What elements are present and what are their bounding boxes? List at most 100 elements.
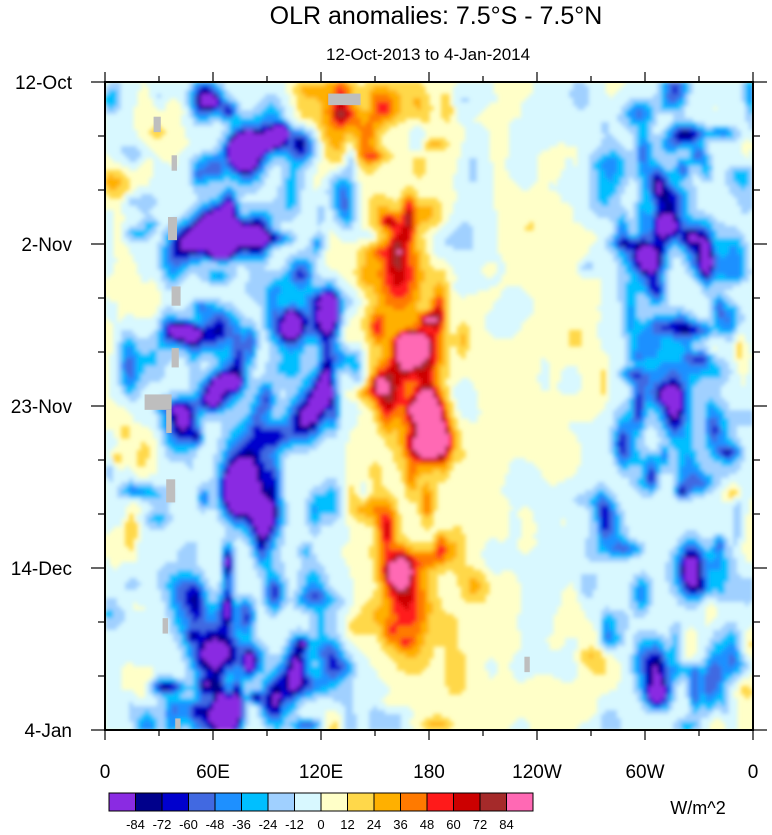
field-cell <box>485 222 490 227</box>
field-cell <box>357 218 362 223</box>
field-cell <box>653 90 658 95</box>
field-cell <box>369 98 374 103</box>
field-cell <box>149 86 154 91</box>
field-cell <box>145 154 150 159</box>
field-cell <box>377 162 382 167</box>
field-cell <box>305 190 310 195</box>
field-cell <box>665 162 670 167</box>
field-cell <box>749 126 753 131</box>
field-cell <box>393 218 398 223</box>
field-cell <box>181 158 186 163</box>
field-cell <box>681 102 686 107</box>
field-cell <box>409 142 414 147</box>
field-cell <box>333 206 338 211</box>
field-cell <box>285 218 290 223</box>
field-cell <box>309 98 314 103</box>
field-cell <box>721 82 726 87</box>
field-cell <box>185 226 190 231</box>
field-cell <box>329 170 334 175</box>
field-cell <box>329 146 334 151</box>
field-cell <box>729 206 734 211</box>
field-cell <box>601 126 606 131</box>
field-cell <box>269 114 274 119</box>
field-cell <box>293 122 298 127</box>
field-cell <box>129 114 134 119</box>
field-cell <box>673 150 678 155</box>
field-cell <box>741 222 746 227</box>
field-cell <box>665 158 670 163</box>
field-cell <box>205 130 210 135</box>
field-cell <box>397 210 402 215</box>
field-cell <box>477 130 482 135</box>
field-cell <box>217 150 222 155</box>
field-cell <box>185 194 190 199</box>
field-cell <box>261 106 266 111</box>
field-cell <box>273 110 278 115</box>
field-cell <box>613 94 618 99</box>
field-cell <box>681 138 686 143</box>
field-cell <box>177 186 182 191</box>
field-cell <box>333 174 338 179</box>
field-cell <box>717 202 722 207</box>
field-cell <box>373 114 378 119</box>
field-cell <box>297 142 302 147</box>
field-cell <box>177 178 182 183</box>
field-cell <box>613 198 618 203</box>
field-cell <box>453 230 458 235</box>
field-cell <box>593 142 598 147</box>
field-cell <box>573 202 578 207</box>
field-cell <box>685 154 690 159</box>
field-cell <box>237 222 242 227</box>
field-cell <box>237 98 242 103</box>
field-cell <box>581 174 586 179</box>
field-cell <box>301 94 306 99</box>
field-cell <box>597 86 602 91</box>
field-cell <box>397 202 402 207</box>
field-cell <box>589 138 594 143</box>
field-cell <box>265 158 270 163</box>
field-cell <box>705 110 710 115</box>
field-cell <box>205 110 210 115</box>
field-cell <box>389 210 394 215</box>
field-cell <box>321 178 326 183</box>
field-cell <box>469 138 474 143</box>
field-cell <box>661 118 666 123</box>
field-cell <box>221 154 226 159</box>
field-cell <box>261 98 266 103</box>
field-cell <box>485 230 490 235</box>
field-cell <box>201 234 206 239</box>
field-cell <box>193 98 198 103</box>
field-cell <box>117 190 122 195</box>
field-cell <box>465 110 470 115</box>
field-cell <box>193 150 198 155</box>
field-cell <box>745 210 750 215</box>
field-cell <box>189 106 194 111</box>
field-cell <box>601 166 606 171</box>
field-cell <box>309 178 314 183</box>
field-cell <box>725 190 730 195</box>
field-cell <box>729 226 734 231</box>
field-cell <box>677 222 682 227</box>
field-cell <box>225 90 230 95</box>
field-cell <box>525 182 530 187</box>
field-cell <box>673 158 678 163</box>
field-cell <box>569 106 574 111</box>
field-cell <box>741 230 746 235</box>
field-cell <box>617 154 622 159</box>
field-cell <box>457 226 462 231</box>
field-cell <box>701 94 706 99</box>
field-cell <box>269 82 274 87</box>
field-cell <box>441 94 446 99</box>
field-cell <box>585 146 590 151</box>
field-cell <box>409 214 414 219</box>
field-cell <box>181 102 186 107</box>
field-cell <box>233 146 238 151</box>
field-cell <box>529 110 534 115</box>
field-cell <box>361 146 366 151</box>
field-cell <box>185 158 190 163</box>
field-cell <box>233 222 238 227</box>
field-cell <box>333 122 338 127</box>
field-cell <box>597 150 602 155</box>
field-cell <box>705 218 710 223</box>
field-cell <box>153 222 158 227</box>
